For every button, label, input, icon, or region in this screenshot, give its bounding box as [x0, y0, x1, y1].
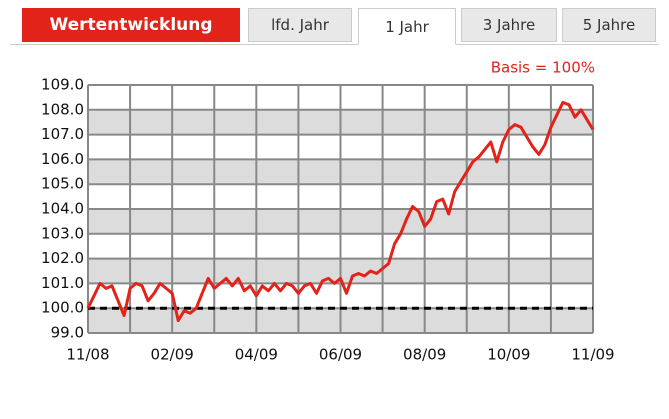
x-tick-label: 04/09	[235, 346, 278, 364]
tab-active[interactable]: 1 Jahr	[358, 8, 456, 45]
y-tick-label: 108.0	[41, 100, 84, 118]
y-tick-label: 106.0	[41, 150, 84, 168]
annotation: Basis = 100%	[491, 59, 595, 77]
y-tick-label: 105.0	[41, 175, 84, 193]
x-tick-label: 02/09	[151, 346, 194, 364]
tab-rule	[10, 44, 659, 45]
y-tick-label: 100.0	[41, 299, 84, 317]
y-tick-label: 109.0	[41, 76, 84, 94]
y-tick-label: 101.0	[41, 274, 84, 292]
x-tick-label: 11/09	[571, 346, 614, 364]
x-tick-label: 08/09	[403, 346, 446, 364]
tab[interactable]: lfd. Jahr	[248, 8, 352, 42]
line-series	[86, 100, 595, 323]
y-tick-label: 103.0	[41, 224, 84, 242]
header: Wertentwicklung	[22, 8, 240, 42]
y-tick-label: 102.0	[41, 249, 84, 267]
y-tick-label: 99.0	[51, 324, 84, 342]
y-tick-label: 104.0	[41, 200, 84, 218]
x-tick-label: 11/08	[66, 346, 109, 364]
tab[interactable]: 3 Jahre	[461, 8, 557, 42]
x-tick-label: 10/09	[487, 346, 530, 364]
y-tick-label: 107.0	[41, 125, 84, 143]
x-tick-label: 06/09	[319, 346, 362, 364]
tab[interactable]: 5 Jahre	[562, 8, 656, 42]
